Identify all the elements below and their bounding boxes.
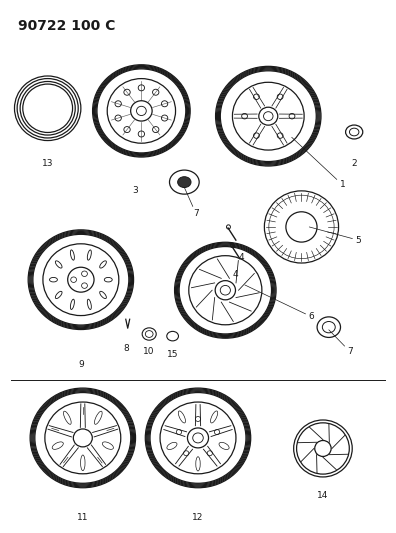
Text: 3: 3 <box>133 185 139 195</box>
Text: 2: 2 <box>351 159 357 168</box>
Text: 7: 7 <box>184 188 199 218</box>
Text: 90722 100 C: 90722 100 C <box>18 19 116 33</box>
Text: 8: 8 <box>123 344 129 353</box>
Text: 13: 13 <box>42 159 53 168</box>
Text: 4: 4 <box>238 253 244 262</box>
Text: 7: 7 <box>329 330 353 357</box>
Text: 15: 15 <box>167 350 178 359</box>
Text: 6: 6 <box>245 285 314 321</box>
Text: 12: 12 <box>192 513 204 521</box>
Text: 5: 5 <box>309 227 361 245</box>
Text: 10: 10 <box>143 348 155 357</box>
Text: 9: 9 <box>78 360 84 369</box>
Text: 1: 1 <box>292 138 345 189</box>
Text: 14: 14 <box>317 491 329 500</box>
Text: 11: 11 <box>77 513 89 521</box>
Ellipse shape <box>178 177 191 188</box>
Text: 4: 4 <box>232 270 238 279</box>
